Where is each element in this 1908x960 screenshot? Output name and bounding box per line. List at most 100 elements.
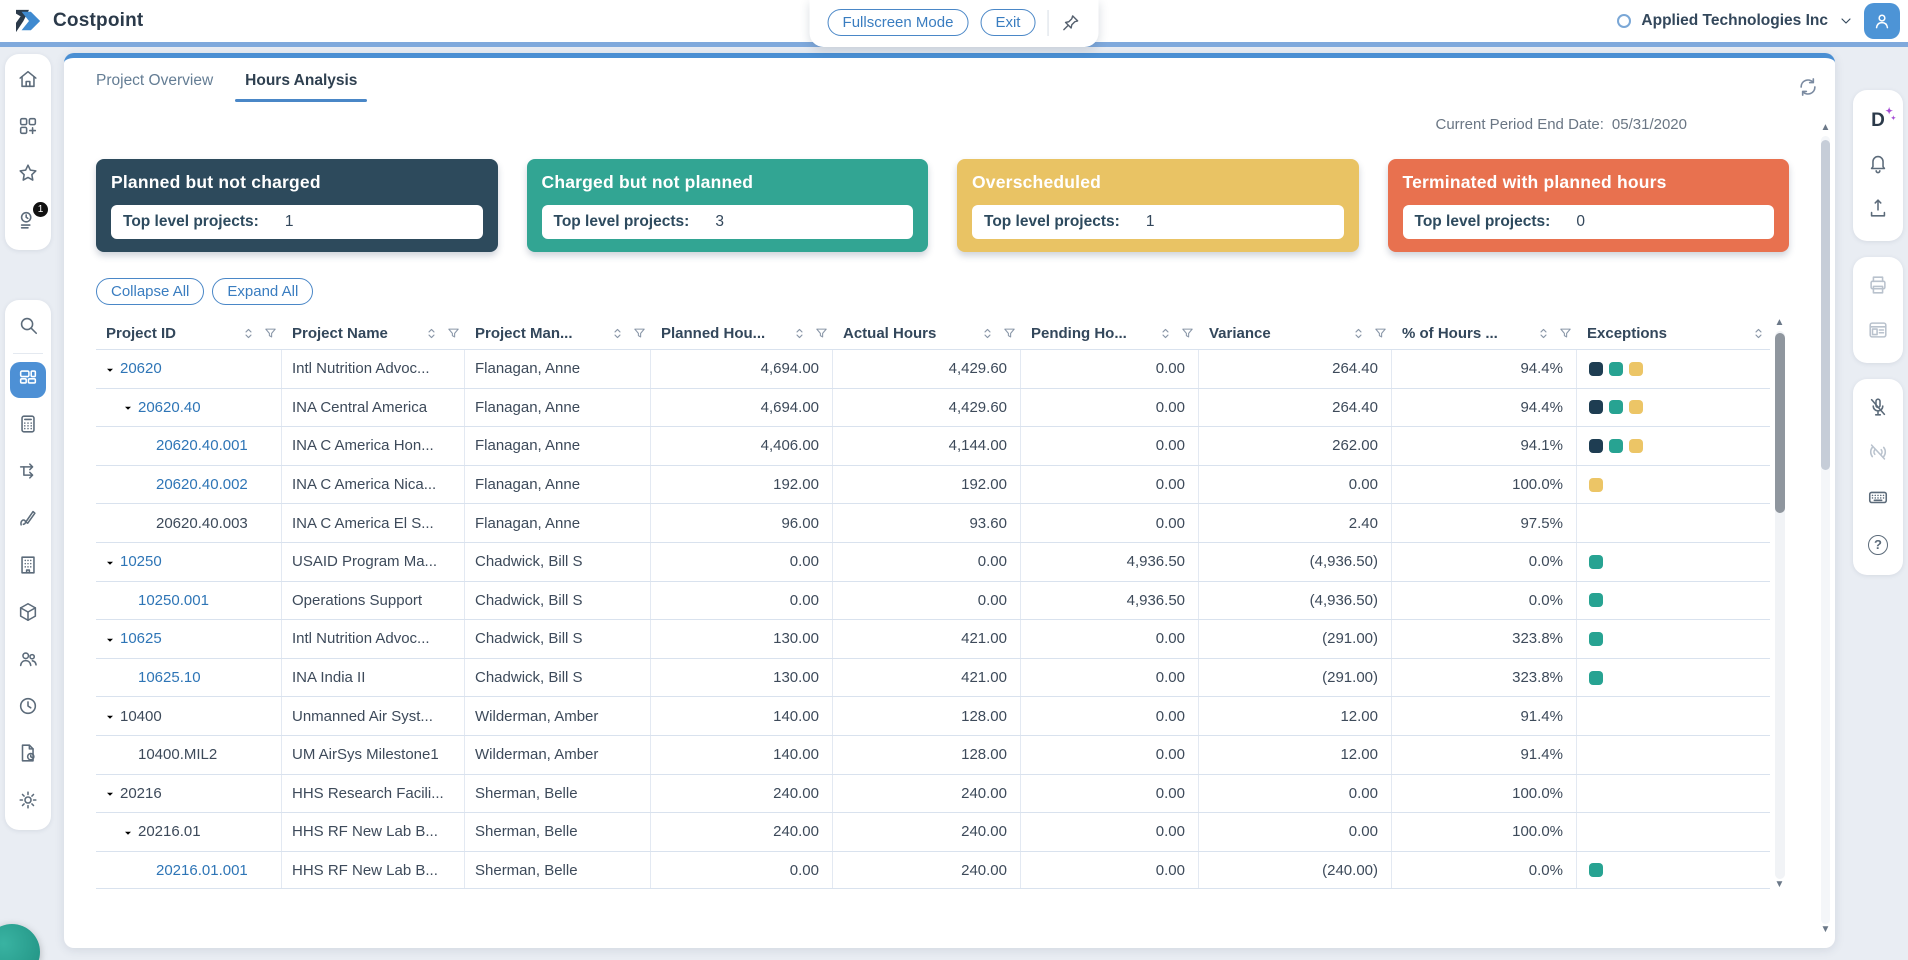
planned-hours-cell: 4,406.00: [651, 427, 833, 465]
project-id-link[interactable]: 20620.40.002: [156, 476, 248, 493]
period-label: Current Period End Date:: [1436, 116, 1604, 133]
row-expand-chevron-icon[interactable]: [104, 556, 116, 568]
row-expand-chevron-icon[interactable]: [122, 826, 134, 838]
sidebar-item-settings-gear[interactable]: [5, 779, 51, 826]
filter-icon[interactable]: [1558, 326, 1573, 341]
sidebar-item-clock[interactable]: [5, 685, 51, 732]
variance-cell: 0.00: [1199, 775, 1392, 813]
right-item-mic-off[interactable]: [1853, 387, 1903, 432]
expand-all-button[interactable]: Expand All: [212, 278, 313, 305]
left-sidebar: 1: [5, 54, 51, 844]
content-scroll-track[interactable]: [1821, 136, 1830, 924]
summary-card-title: Charged but not planned: [542, 172, 914, 193]
sidebar-item-workflow[interactable]: [5, 450, 51, 497]
sidebar-item-timesheet[interactable]: 1: [5, 199, 51, 246]
project-id-link[interactable]: 10250.001: [138, 592, 209, 609]
table-row: 20216HHS Research Facili...Sherman, Bell…: [96, 774, 1770, 813]
row-expand-chevron-icon[interactable]: [104, 710, 116, 722]
content-scroll-down-icon[interactable]: ▼: [1821, 924, 1831, 938]
sort-icon[interactable]: [1751, 326, 1766, 341]
sidebar-item-apps-add[interactable]: [5, 105, 51, 152]
sidebar-item-building[interactable]: [5, 544, 51, 591]
sort-icon[interactable]: [1536, 326, 1551, 341]
project-id-link[interactable]: 10625.10: [138, 669, 201, 686]
project-id-link[interactable]: 20216.01.001: [156, 862, 248, 879]
column-header-of-hours: % of Hours ...: [1392, 325, 1577, 342]
sort-icon[interactable]: [424, 326, 439, 341]
row-expand-chevron-icon[interactable]: [104, 363, 116, 375]
refresh-icon[interactable]: [1797, 76, 1821, 100]
sort-icon[interactable]: [792, 326, 807, 341]
right-item-deltek-ai[interactable]: D✦✦: [1853, 98, 1903, 143]
project-id-link[interactable]: 20620: [120, 360, 162, 377]
right-item-import-export[interactable]: [1853, 188, 1903, 233]
right-item-form-layout[interactable]: [1853, 310, 1903, 355]
sidebar-item-calculator[interactable]: [5, 403, 51, 450]
summary-card-1: Planned but not chargedTop level project…: [96, 159, 498, 252]
people-icon: [17, 657, 39, 674]
costpoint-logo[interactable]: Costpoint: [0, 8, 143, 34]
filter-icon[interactable]: [632, 326, 647, 341]
sort-icon[interactable]: [1158, 326, 1173, 341]
actual-hours-cell: 93.60: [833, 504, 1021, 542]
sort-icon[interactable]: [980, 326, 995, 341]
pin-icon[interactable]: [1060, 13, 1080, 33]
table-scrollbar[interactable]: ▲ ▼: [1772, 317, 1787, 893]
exit-button[interactable]: Exit: [980, 9, 1035, 36]
sidebar-item-dashboard[interactable]: [5, 356, 51, 403]
filter-icon[interactable]: [1180, 326, 1195, 341]
sidebar-item-file-clock[interactable]: [5, 732, 51, 779]
project-id-link[interactable]: 10625: [120, 630, 162, 647]
user-avatar[interactable]: [1864, 3, 1900, 39]
sort-icon[interactable]: [610, 326, 625, 341]
fullscreen-mode-button[interactable]: Fullscreen Mode: [828, 9, 969, 36]
project-id-link[interactable]: 20620.40.001: [156, 437, 248, 454]
filter-icon[interactable]: [814, 326, 829, 341]
sidebar-item-package[interactable]: [5, 591, 51, 638]
assistant-bubble[interactable]: [0, 924, 40, 960]
project-id-link[interactable]: 20620.40: [138, 399, 201, 416]
summary-card-label: Top level projects:: [984, 213, 1120, 231]
exception-teal-badge: [1589, 555, 1603, 569]
right-item-help[interactable]: ?: [1853, 522, 1903, 567]
filter-icon[interactable]: [1002, 326, 1017, 341]
filter-icon[interactable]: [1373, 326, 1388, 341]
variance-cell: (291.00): [1199, 620, 1392, 658]
sidebar-item-people[interactable]: [5, 638, 51, 685]
table-scroll-track[interactable]: [1775, 331, 1785, 879]
project-id-cell: 20620.40: [96, 389, 282, 427]
sidebar-item-home[interactable]: [5, 58, 51, 105]
sidebar-item-pen[interactable]: [5, 497, 51, 544]
row-expand-chevron-icon[interactable]: [104, 787, 116, 799]
row-expand-chevron-icon[interactable]: [104, 633, 116, 645]
sidebar-item-favorites-star[interactable]: [5, 152, 51, 199]
right-item-printer[interactable]: [1853, 265, 1903, 310]
filter-icon[interactable]: [263, 326, 278, 341]
sidebar-item-search[interactable]: [5, 304, 51, 351]
right-item-keyboard[interactable]: [1853, 477, 1903, 522]
sort-icon[interactable]: [1351, 326, 1366, 341]
table-scroll-thumb[interactable]: [1775, 333, 1785, 513]
content-scroll-thumb[interactable]: [1821, 140, 1830, 470]
chevron-down-icon[interactable]: [1838, 13, 1854, 29]
exceptions-cell: [1577, 582, 1770, 620]
column-header-project-id: Project ID: [96, 325, 282, 342]
row-expand-chevron-icon[interactable]: [122, 401, 134, 413]
content-scroll-up-icon[interactable]: ▲: [1821, 122, 1831, 136]
tab-project-overview[interactable]: Project Overview: [80, 62, 229, 102]
help-icon: ?: [1868, 535, 1888, 555]
tab-hours-analysis[interactable]: Hours Analysis: [229, 62, 373, 102]
scroll-down-icon[interactable]: ▼: [1775, 879, 1785, 893]
pct-of-hours-cell: 323.8%: [1392, 659, 1577, 697]
filter-icon[interactable]: [446, 326, 461, 341]
project-id-link[interactable]: 10250: [120, 553, 162, 570]
right-item-bell[interactable]: [1853, 143, 1903, 188]
company-status-icon[interactable]: [1617, 14, 1631, 28]
content-scrollbar[interactable]: ▲ ▼: [1819, 122, 1832, 938]
company-selector[interactable]: Applied Technologies Inc: [1641, 12, 1828, 30]
scroll-up-icon[interactable]: ▲: [1775, 317, 1785, 331]
right-item-audio-off[interactable]: [1853, 432, 1903, 477]
sort-icon[interactable]: [241, 326, 256, 341]
collapse-all-button[interactable]: Collapse All: [96, 278, 204, 305]
exceptions-cell: [1577, 543, 1770, 581]
